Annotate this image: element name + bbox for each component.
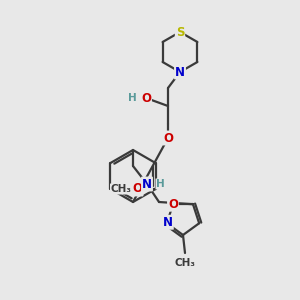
Text: H: H [156, 179, 165, 189]
Text: O: O [163, 131, 173, 145]
Text: H: H [128, 93, 137, 103]
Text: CH₃: CH₃ [175, 258, 196, 268]
Text: O: O [133, 182, 142, 196]
Text: S: S [176, 26, 184, 38]
Text: O: O [168, 198, 178, 211]
Text: N: N [142, 178, 152, 190]
Text: N: N [163, 216, 173, 229]
Text: N: N [175, 65, 185, 79]
Text: O: O [141, 92, 151, 104]
Text: CH₃: CH₃ [110, 184, 131, 194]
